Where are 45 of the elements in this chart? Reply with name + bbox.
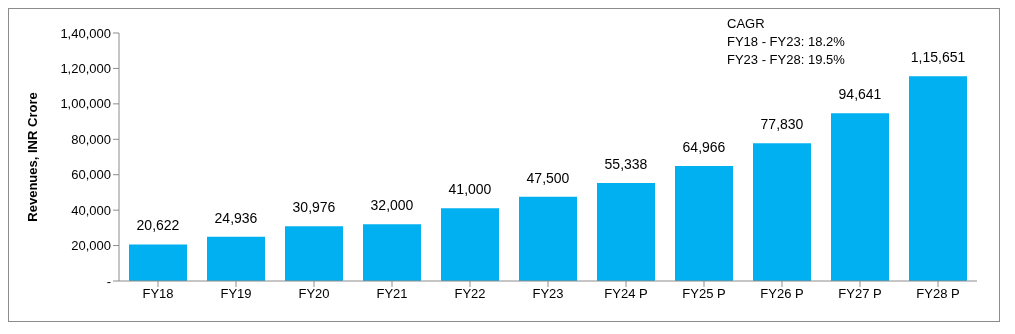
annotation: FY18 - FY23: 18.2%	[727, 33, 845, 51]
data-label: 55,338	[604, 155, 648, 172]
annotation: FY23 - FY28: 19.5%	[727, 51, 845, 69]
y-tick-label: -	[106, 273, 111, 289]
bar	[675, 165, 733, 281]
x-tick-label: FY22	[454, 286, 486, 302]
x-tick-label: FY28 P	[916, 286, 960, 302]
x-tick-label: FY23	[532, 286, 564, 302]
y-tick-label: 60,000	[71, 167, 111, 183]
x-tick-label: FY19	[220, 286, 252, 302]
text: CAGR	[727, 15, 766, 33]
data-label: 1,15,651	[910, 49, 966, 66]
x-tick-label: FY24 P	[604, 286, 648, 302]
data-label: 20,622	[136, 217, 180, 234]
x-tick-label: FY21	[376, 286, 408, 302]
x-tick-label: FY18	[142, 286, 174, 302]
bar	[909, 76, 967, 281]
y-tick-label: 80,000	[71, 131, 111, 147]
bar	[285, 226, 343, 281]
data-label: 47,500	[526, 169, 570, 186]
data-label: 41,000	[448, 181, 492, 198]
data-label: 30,976	[292, 199, 336, 216]
data-label: 77,830	[760, 116, 804, 133]
y-tick-label: 1,00,000	[60, 96, 111, 112]
y-axis-title: Revenues, INR Crore	[24, 92, 40, 222]
x-tick-label: FY27 P	[838, 286, 882, 302]
x-tick-label: FY26 P	[760, 286, 804, 302]
bar	[441, 208, 499, 281]
data-label: 94,641	[838, 86, 882, 103]
data-label: 64,966	[682, 138, 726, 155]
bar	[519, 196, 577, 281]
x-tick-label: FY20	[298, 286, 330, 302]
bar	[831, 113, 889, 281]
bar	[363, 224, 421, 281]
bar	[753, 143, 811, 281]
bar	[129, 244, 187, 281]
data-label: 24,936	[214, 209, 258, 226]
data-label: 32,000	[370, 197, 414, 214]
y-tick-label: 20,000	[71, 238, 111, 254]
bar	[207, 236, 265, 281]
y-tick-label: 1,20,000	[60, 61, 111, 77]
y-tick-label: 1,40,000	[60, 25, 111, 41]
y-tick-label: 40,000	[71, 202, 111, 218]
x-tick-label: FY25 P	[682, 286, 726, 302]
bar	[597, 182, 655, 281]
